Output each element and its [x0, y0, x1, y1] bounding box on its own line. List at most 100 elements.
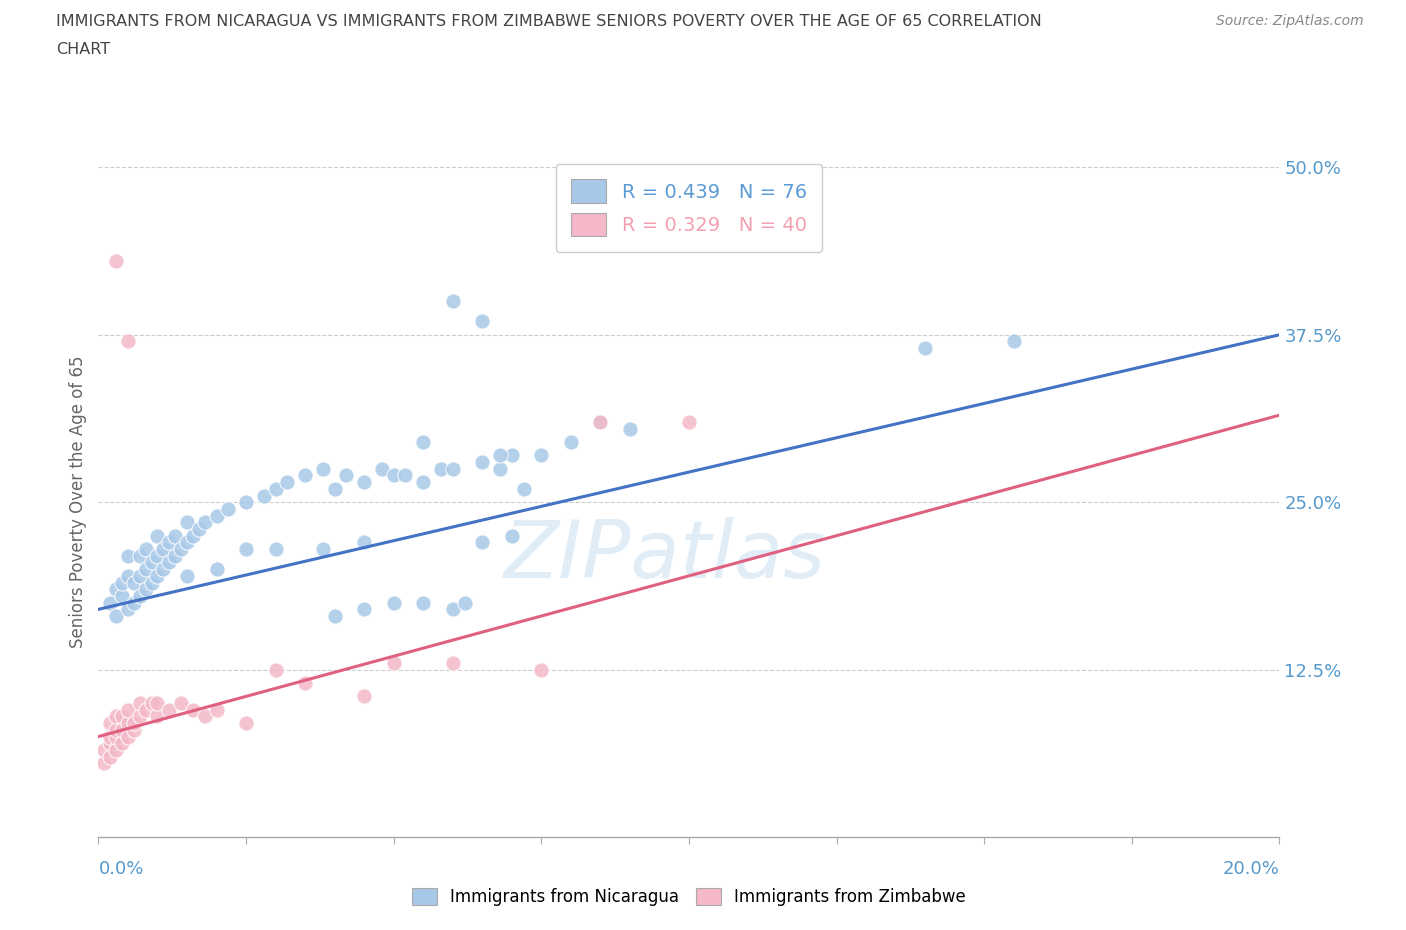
Point — [441, 461, 464, 476]
Point — [157, 555, 180, 570]
Point — [105, 254, 128, 269]
Point — [122, 575, 145, 590]
Point — [323, 482, 346, 497]
Point — [382, 468, 405, 483]
Point — [205, 562, 228, 577]
Point — [128, 709, 150, 724]
Point — [152, 562, 174, 577]
Point — [157, 535, 180, 550]
Point — [146, 709, 169, 724]
Point — [165, 528, 187, 543]
Point — [441, 602, 464, 617]
Point — [205, 508, 228, 523]
Point — [117, 549, 139, 564]
Point — [530, 448, 553, 463]
Point — [501, 448, 523, 463]
Point — [253, 488, 276, 503]
Point — [235, 541, 257, 556]
Point — [117, 729, 139, 744]
Point — [489, 461, 512, 476]
Point — [128, 568, 150, 583]
Point — [530, 662, 553, 677]
Legend: R = 0.439   N = 76, R = 0.329   N = 40: R = 0.439 N = 76, R = 0.329 N = 40 — [555, 164, 823, 252]
Point — [170, 696, 193, 711]
Point — [589, 415, 612, 430]
Point — [135, 562, 157, 577]
Point — [170, 541, 193, 556]
Y-axis label: Seniors Poverty Over the Age of 65: Seniors Poverty Over the Age of 65 — [69, 356, 87, 648]
Point — [117, 568, 139, 583]
Point — [117, 702, 139, 717]
Point — [105, 582, 128, 597]
Point — [294, 675, 316, 690]
Point — [471, 314, 494, 329]
Point — [157, 702, 180, 717]
Point — [146, 528, 169, 543]
Point — [135, 702, 157, 717]
Point — [441, 294, 464, 309]
Text: 0.0%: 0.0% — [98, 860, 143, 878]
Point — [235, 495, 257, 510]
Point — [441, 656, 464, 671]
Text: 20.0%: 20.0% — [1223, 860, 1279, 878]
Point — [589, 415, 612, 430]
Point — [276, 474, 298, 489]
Point — [412, 434, 434, 449]
Point — [181, 702, 204, 717]
Point — [128, 696, 150, 711]
Point — [235, 716, 257, 731]
Point — [93, 756, 115, 771]
Point — [194, 709, 217, 724]
Point — [111, 575, 134, 590]
Point — [471, 455, 494, 470]
Point — [371, 461, 394, 476]
Point — [1002, 334, 1025, 349]
Point — [98, 716, 121, 731]
Point — [117, 716, 139, 731]
Point — [105, 729, 128, 744]
Point — [128, 589, 150, 604]
Point — [560, 434, 582, 449]
Point — [105, 608, 128, 623]
Point — [205, 702, 228, 717]
Point — [412, 474, 434, 489]
Point — [111, 589, 134, 604]
Point — [489, 448, 512, 463]
Point — [111, 723, 134, 737]
Point — [353, 474, 375, 489]
Point — [264, 541, 287, 556]
Point — [105, 723, 128, 737]
Point — [382, 656, 405, 671]
Text: CHART: CHART — [56, 42, 110, 57]
Point — [146, 568, 169, 583]
Text: ZIPatlas: ZIPatlas — [505, 517, 827, 595]
Point — [264, 482, 287, 497]
Point — [165, 549, 187, 564]
Point — [194, 515, 217, 530]
Point — [353, 689, 375, 704]
Point — [141, 555, 163, 570]
Point — [353, 535, 375, 550]
Point — [619, 421, 641, 436]
Legend: Immigrants from Nicaragua, Immigrants from Zimbabwe: Immigrants from Nicaragua, Immigrants fr… — [405, 881, 973, 912]
Point — [176, 568, 198, 583]
Point — [141, 696, 163, 711]
Point — [117, 334, 139, 349]
Point — [323, 608, 346, 623]
Point — [141, 575, 163, 590]
Text: Source: ZipAtlas.com: Source: ZipAtlas.com — [1216, 14, 1364, 28]
Point — [382, 595, 405, 610]
Point — [146, 696, 169, 711]
Point — [217, 501, 239, 516]
Point — [512, 482, 534, 497]
Point — [501, 528, 523, 543]
Point — [678, 415, 700, 430]
Point — [176, 535, 198, 550]
Point — [335, 468, 357, 483]
Point — [176, 515, 198, 530]
Point — [312, 541, 335, 556]
Point — [98, 729, 121, 744]
Point — [394, 468, 416, 483]
Point — [105, 742, 128, 757]
Point — [122, 716, 145, 731]
